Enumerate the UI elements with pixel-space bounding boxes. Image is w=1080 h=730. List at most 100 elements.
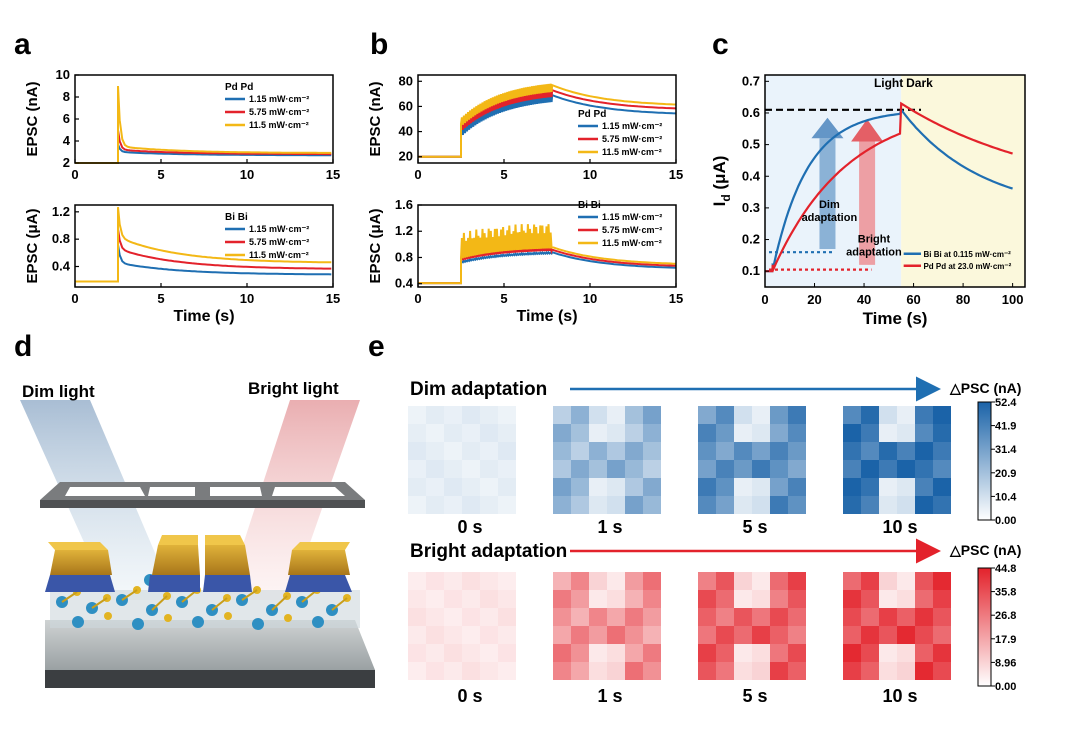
bright-heatmap-cell [643, 608, 661, 626]
bright-heatmap-0 [408, 572, 516, 680]
dim-heatmap-cell [915, 406, 933, 424]
dim-heatmap-cell [698, 406, 716, 424]
bright-heatmap-cell [879, 662, 897, 680]
dim-heatmap-cell [553, 460, 571, 478]
dim-heatmap-cell [933, 496, 951, 514]
dim-heatmap-cell [480, 424, 498, 442]
dim-colorbar-label: 10.4 [995, 491, 1017, 503]
bright-heatmap-cell [426, 590, 444, 608]
legend-title: Bi Bi [578, 200, 601, 211]
y-tick-label: 20 [399, 149, 413, 164]
dim-heatmap-cell [643, 496, 661, 514]
dim-colorbar-label: 52.4 [995, 397, 1017, 409]
dim-heatmap-cell [589, 460, 607, 478]
x-tick-label: 15 [326, 167, 340, 182]
series-line-a-bot-2 [75, 207, 332, 283]
bright-heatmap-cell [915, 590, 933, 608]
dim-heatmap-cell [915, 460, 933, 478]
bright-heatmap-cell [861, 572, 879, 590]
bright-colorbar-label: 35.8 [995, 587, 1016, 599]
dim-heatmap-cell [734, 424, 752, 442]
dim-heatmap-cell [698, 460, 716, 478]
y-axis-label: EPSC (nA) [367, 81, 384, 156]
dim-heatmap-cell [752, 424, 770, 442]
legend-label: 11.5 mW·cm⁻² [602, 147, 662, 157]
dim-heatmap-cell [716, 460, 734, 478]
bright-heatmap-cell [770, 644, 788, 662]
dim-heatmap-cell [770, 478, 788, 496]
dim-heatmap-cell [480, 406, 498, 424]
bright-heatmap-cell [788, 644, 806, 662]
series-line-b-bot-2 [418, 224, 677, 285]
bright-heatmap-cell [788, 662, 806, 680]
bright-adaptation-arrow-head [851, 119, 884, 142]
legend-label: 11.5 mW·cm⁻² [249, 120, 309, 130]
bright-heatmap-cell [553, 626, 571, 644]
device-illustration: Dim light Bright light [20, 379, 375, 688]
dim-heatmap-cell [752, 460, 770, 478]
bright-heatmap-cell [444, 590, 462, 608]
dim-heatmap-cell [861, 496, 879, 514]
dim-heatmap-cell [589, 424, 607, 442]
dim-heatmap-cell [915, 478, 933, 496]
panel-label-d: d [14, 330, 33, 363]
legend-label: 5.75 mW·cm⁻² [249, 107, 309, 117]
legend-label: 11.5 mW·cm⁻² [602, 238, 662, 248]
dim-heatmap-cell [897, 460, 915, 478]
bright-heatmap-cell [698, 572, 716, 590]
x-tick-label: 5 [157, 167, 164, 182]
dim-heatmap-cell [861, 424, 879, 442]
dim-heatmap-cell [879, 442, 897, 460]
bright-heatmap-cell [462, 572, 480, 590]
bright-heatmap-cell [734, 662, 752, 680]
bright-heatmap-cell [607, 626, 625, 644]
dim-heatmap-cell [788, 478, 806, 496]
legend-label: 1.15 mW·cm⁻² [249, 224, 309, 234]
dim-heatmap-cell [426, 460, 444, 478]
dim-heatmap-cell [734, 406, 752, 424]
dim-heatmap-cell [770, 424, 788, 442]
bright-heatmap-1 [553, 572, 661, 680]
bright-heatmap-cell [553, 662, 571, 680]
y-axis-label: EPSC (nA) [24, 81, 41, 156]
bright-heatmap-cell [752, 590, 770, 608]
bright-heatmap-cell [444, 572, 462, 590]
x-tick-label: 0 [761, 292, 768, 307]
bright-heatmap-cell [879, 572, 897, 590]
y-axis-label: Id (μA) [710, 156, 733, 207]
dim-heatmap-cell [933, 424, 951, 442]
dim-heatmap-cell [625, 478, 643, 496]
legend-label: 5.75 mW·cm⁻² [249, 237, 309, 247]
plot-b-top: 0 5 10 15 20 40 60 80 EPSC (nA) Pd Pd1.15 mW·cm⁻²… [367, 73, 683, 182]
bright-heatmap-cell [933, 644, 951, 662]
dim-heatmap-cell [843, 406, 861, 424]
dim-heatmap-cell [861, 478, 879, 496]
y-tick-label: 0.1 [742, 263, 760, 278]
legend-label: 1.15 mW·cm⁻² [249, 94, 309, 104]
bright-heatmap-cell [589, 644, 607, 662]
bright-heatmap-cell [861, 590, 879, 608]
bright-heatmap-cell [607, 572, 625, 590]
bright-heatmap-cell [408, 644, 426, 662]
dim-heatmap-cell [498, 496, 516, 514]
bright-heatmap-cell [752, 572, 770, 590]
dim-heatmap-cell [571, 406, 589, 424]
bright-heatmap-cell [571, 626, 589, 644]
plot-frame [764, 74, 1026, 288]
dim-heatmap-cell [897, 442, 915, 460]
bright-adaptation-label-2: adaptation [846, 247, 902, 259]
dim-colorbar-label: 31.4 [995, 444, 1017, 456]
dim-heatmap-cell [643, 442, 661, 460]
bright-heatmap-cell [843, 590, 861, 608]
bright-heatmap-cell [571, 590, 589, 608]
bright-heatmap-cell [716, 590, 734, 608]
dim-heatmap-cell [788, 442, 806, 460]
dim-heatmap-cell [716, 478, 734, 496]
dim-heatmap-cell [480, 496, 498, 514]
series-line-a-bot-1 [75, 228, 332, 283]
plot-frame [417, 204, 677, 288]
x-tick-label: 0 [414, 167, 421, 182]
y-tick-label: 8 [63, 89, 70, 104]
dim-adaptation-label-1: Dim [819, 199, 840, 211]
bright-heatmap-cell [607, 608, 625, 626]
